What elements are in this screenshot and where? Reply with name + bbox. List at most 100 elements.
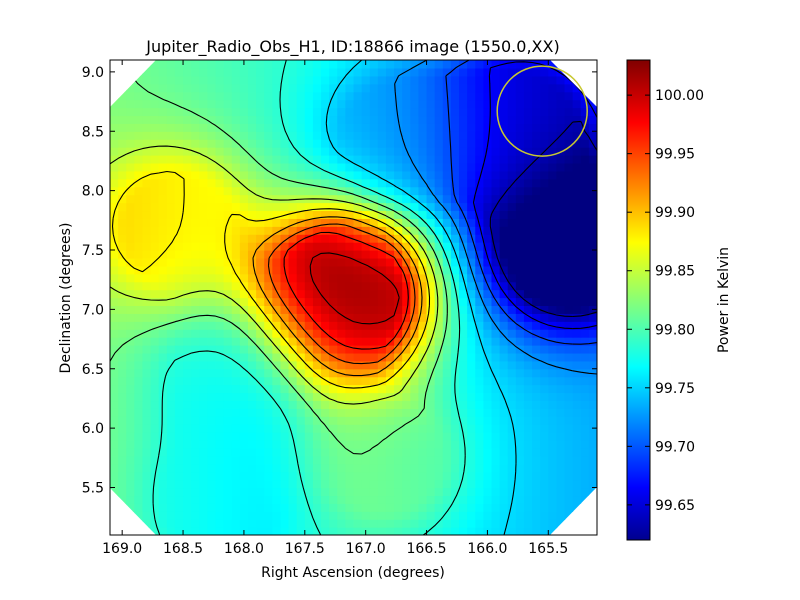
heatmap-cell xyxy=(540,297,549,307)
heatmap-cell xyxy=(515,155,525,164)
heatmap-cell xyxy=(337,162,346,172)
heatmap-cell xyxy=(450,139,460,148)
heatmap-cell xyxy=(337,447,346,457)
heatmap-cell xyxy=(507,194,517,204)
heatmap-cell xyxy=(288,131,298,140)
heatmap-cell xyxy=(523,313,533,322)
heatmap-cell xyxy=(134,463,144,473)
heatmap-cell xyxy=(183,495,192,504)
heatmap-cell xyxy=(491,416,501,425)
heatmap-cell xyxy=(394,408,403,417)
heatmap-cell xyxy=(450,83,460,93)
heatmap-cell xyxy=(467,250,476,259)
heatmap-cell xyxy=(507,527,517,535)
heatmap-cell xyxy=(118,519,127,528)
heatmap-cell xyxy=(183,511,192,520)
heatmap-cell xyxy=(475,210,484,219)
heatmap-cell xyxy=(296,463,306,473)
heatmap-cell xyxy=(377,447,387,457)
heatmap-cell xyxy=(280,471,290,481)
heatmap-cell xyxy=(434,139,444,148)
heatmap-cell xyxy=(142,242,152,251)
heatmap-cell xyxy=(337,265,346,275)
heatmap-cell xyxy=(215,463,225,473)
heatmap-cell xyxy=(459,408,468,417)
heatmap-cell xyxy=(223,400,233,409)
heatmap-cell xyxy=(191,527,200,535)
heatmap-cell xyxy=(304,345,314,354)
heatmap-cell xyxy=(532,479,541,489)
heatmap-cell xyxy=(588,273,597,283)
heatmap-cell xyxy=(288,527,298,535)
heatmap-cell xyxy=(264,503,273,512)
heatmap-cell xyxy=(223,91,233,101)
heatmap-cell xyxy=(499,329,509,338)
heatmap-cell xyxy=(564,60,574,69)
heatmap-cell xyxy=(507,139,517,148)
heatmap-cell xyxy=(272,479,282,489)
heatmap-cell xyxy=(459,226,468,235)
heatmap-cell xyxy=(199,257,208,267)
heatmap-cell xyxy=(272,471,282,481)
heatmap-cell xyxy=(385,75,395,85)
heatmap-cell xyxy=(174,226,184,235)
heatmap-cell xyxy=(126,527,135,535)
heatmap-cell xyxy=(467,503,476,512)
heatmap-cell xyxy=(442,527,452,535)
heatmap-cell xyxy=(304,273,314,283)
heatmap-cell xyxy=(288,384,298,394)
heatmap-cell xyxy=(402,455,411,465)
heatmap-cell xyxy=(239,99,249,109)
heatmap-cell xyxy=(321,305,330,314)
heatmap-cell xyxy=(264,123,273,132)
heatmap-cell xyxy=(264,471,273,481)
heatmap-cell xyxy=(369,281,379,291)
heatmap-cell xyxy=(523,107,533,117)
heatmap-cell xyxy=(426,139,436,148)
heatmap-cell xyxy=(361,107,371,117)
heatmap-cell xyxy=(572,147,582,156)
heatmap-cell xyxy=(142,99,152,109)
heatmap-cell xyxy=(321,210,330,219)
heatmap-cell xyxy=(377,376,387,386)
heatmap-cell xyxy=(491,352,501,362)
heatmap-cell xyxy=(312,416,322,425)
heatmap-cell xyxy=(110,463,119,473)
heatmap-cell xyxy=(288,250,298,259)
heatmap-cell xyxy=(337,337,346,346)
heatmap-cell xyxy=(150,289,160,299)
heatmap-cell xyxy=(491,123,501,132)
heatmap-cell xyxy=(475,479,484,489)
heatmap-cell xyxy=(515,289,525,299)
heatmap-cell xyxy=(418,115,428,124)
heatmap-cell xyxy=(548,313,558,322)
heatmap-cell xyxy=(215,67,225,77)
heatmap-cell xyxy=(256,408,265,417)
heatmap-cell xyxy=(523,376,533,386)
heatmap-cell xyxy=(166,329,176,338)
heatmap-cell xyxy=(110,155,119,164)
heatmap-cell xyxy=(540,250,549,259)
heatmap-cell xyxy=(158,170,168,180)
heatmap-cell xyxy=(110,273,119,283)
heatmap-cell xyxy=(377,519,387,528)
heatmap-cell xyxy=(304,218,314,227)
heatmap-cell xyxy=(548,400,558,409)
heatmap-cell xyxy=(337,471,346,481)
heatmap-cell xyxy=(110,99,119,109)
heatmap-cell xyxy=(515,352,525,362)
heatmap-cell xyxy=(385,447,395,457)
heatmap-cell xyxy=(410,186,420,196)
heatmap-cell xyxy=(450,321,460,330)
heatmap-cell xyxy=(321,257,330,267)
heatmap-cell xyxy=(142,376,152,386)
heatmap-cell xyxy=(515,242,525,251)
heatmap-cell xyxy=(288,123,298,132)
heatmap-cell xyxy=(369,202,379,212)
heatmap-cell xyxy=(247,170,257,180)
heatmap-cell xyxy=(231,139,241,148)
heatmap-cell xyxy=(556,139,566,148)
heatmap-cell xyxy=(410,218,420,227)
heatmap-cell xyxy=(385,242,395,251)
heatmap-cell xyxy=(532,147,541,156)
